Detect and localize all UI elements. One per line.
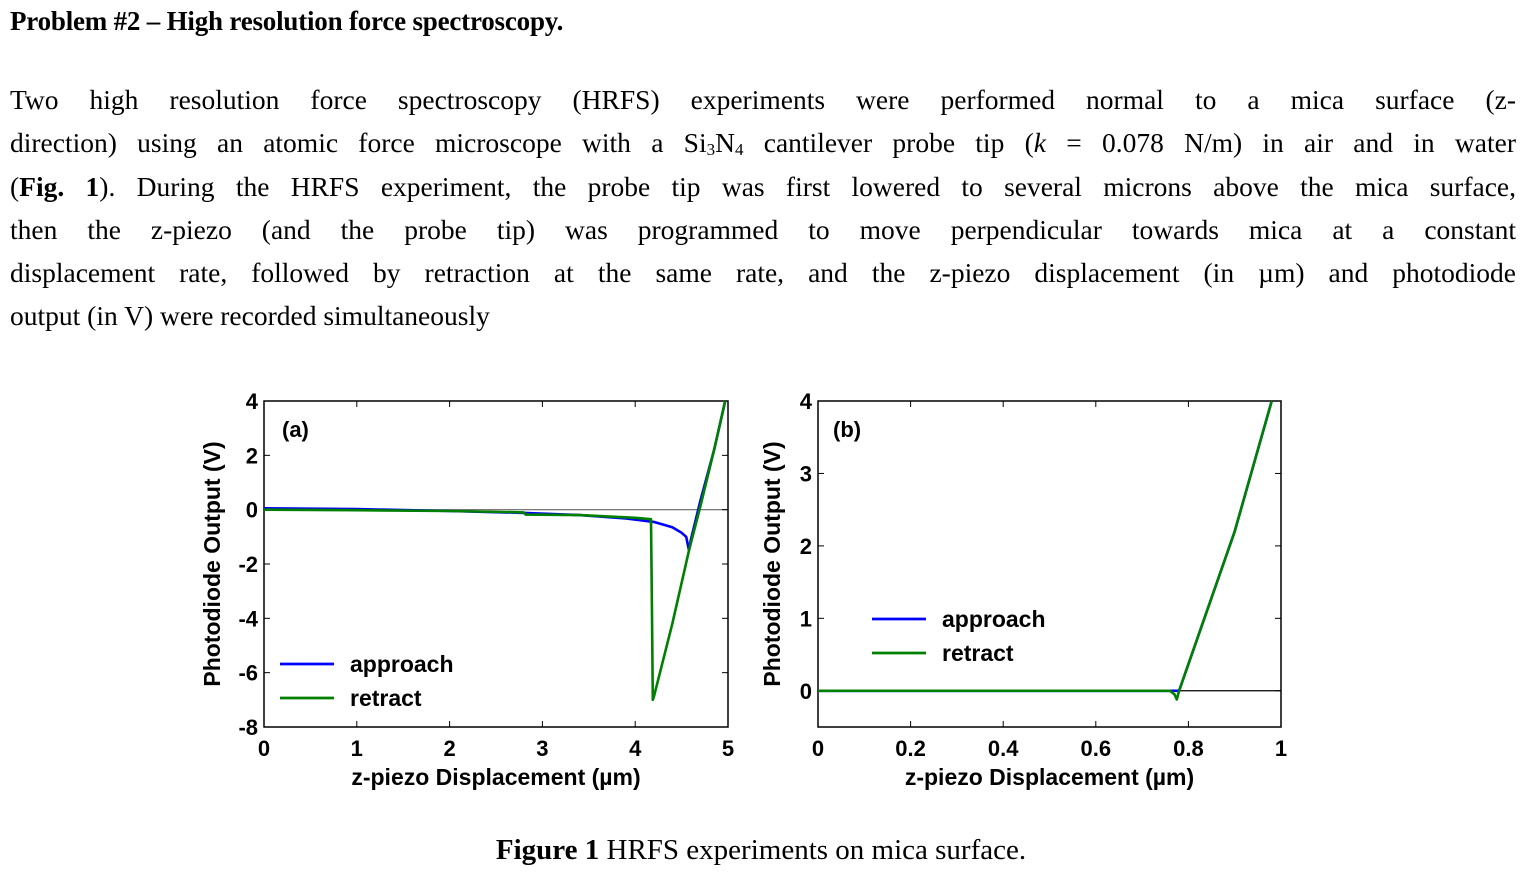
panel-a-chart: 0 1 2 3 4 5 -8 -6 -4 -2 0 2 4 z-piezo Displacement (µ…: [199, 389, 734, 790]
text-run: then the z-piezo (and the probe tip) was…: [10, 213, 1516, 245]
text-run: Two high resolution force spectroscopy (…: [10, 84, 1516, 115]
legend-label-retract: retract: [350, 685, 422, 711]
panel-b-chart: 0 0.2 0.4 0.6 0.8 1 0 1 2 3 4 z-piezo Displacement …: [759, 389, 1287, 790]
panel-label: (a): [282, 417, 309, 442]
y-tick-label: -8: [238, 715, 258, 740]
paragraph-line: (Fig. 1). During the HRFS experiment, th…: [10, 165, 1516, 208]
problem-paragraph: Two high resolution force spectroscopy (…: [10, 78, 1516, 338]
y-tick-label: 4: [800, 389, 813, 414]
subscript: 3: [706, 140, 716, 160]
x-tick-label: 5: [722, 736, 734, 761]
x-tick-label: 0.2: [895, 736, 926, 761]
text-run: N: [715, 127, 735, 159]
y-tick-label: 0: [800, 679, 812, 704]
x-tick-label: 0.6: [1081, 736, 1112, 761]
x-tick-label: 0.8: [1173, 736, 1204, 761]
series-line-retract: [264, 401, 727, 702]
legend-label-approach: approach: [350, 651, 454, 677]
problem-title: Problem #2 – High resolution force spect…: [10, 6, 564, 36]
x-axis-label: z-piezo Displacement (µm): [905, 764, 1194, 790]
x-tick-label: 3: [536, 736, 548, 761]
y-axis-label: Photodiode Output (V): [199, 441, 225, 686]
series-line-approach: [818, 401, 1273, 693]
x-tick-label: 4: [629, 736, 642, 761]
x-tick-label: 1: [1275, 736, 1287, 761]
x-tick-label: 2: [443, 736, 455, 761]
series-line-retract: [818, 401, 1273, 701]
y-tick-label: 2: [800, 534, 812, 559]
legend-label-retract: retract: [942, 640, 1014, 666]
y-tick-label: 3: [800, 461, 812, 486]
paragraph-line: displacement rate, followed by retractio…: [10, 251, 1516, 294]
text-run: (: [10, 170, 20, 202]
x-tick-label: 0: [812, 736, 824, 761]
paragraph-line: direction) using an atomic force microsc…: [10, 121, 1516, 164]
bold-ref: Fig. 1: [19, 170, 100, 202]
paragraph-line: output (in V) were recorded simultaneous…: [10, 294, 1516, 337]
text-run: ). During the HRFS experiment, the probe…: [99, 170, 1516, 202]
panel-label: (b): [833, 417, 861, 442]
text-run: cantilever probe tip (: [743, 127, 1034, 159]
figure-caption: Figure 1 HRFS experiments on mica surfac…: [0, 834, 1522, 867]
y-tick-label: -6: [238, 661, 258, 686]
x-tick-label: 1: [351, 736, 363, 761]
plot-frame: [817, 400, 1282, 728]
subscript: 4: [734, 140, 744, 160]
y-tick-label: 2: [246, 443, 258, 468]
x-axis-label: z-piezo Displacement (µm): [351, 764, 640, 790]
y-tick-label: -4: [238, 606, 258, 631]
text-run: = 0.078 N/m) in air and in water: [1045, 127, 1516, 159]
x-tick-label: 0.4: [988, 736, 1019, 761]
y-tick-label: 1: [800, 606, 812, 631]
paragraph-line: Two high resolution force spectroscopy (…: [10, 78, 1516, 121]
text-run: output (in V) were recorded simultaneous…: [10, 300, 490, 332]
x-tick-label: 0: [258, 736, 270, 761]
caption-text: HRFS experiments on mica surface.: [599, 834, 1027, 866]
paragraph-line: then the z-piezo (and the probe tip) was…: [10, 208, 1516, 251]
y-tick-label: -2: [238, 552, 258, 577]
text-run: direction) using an atomic force microsc…: [10, 127, 707, 159]
y-axis-label: Photodiode Output (V): [759, 441, 785, 686]
legend-label-approach: approach: [942, 606, 1046, 632]
y-tick-label: 4: [246, 389, 259, 414]
y-tick-label: 0: [246, 498, 258, 523]
italic-symbol: k: [1033, 127, 1046, 159]
series-line-approach: [264, 401, 727, 552]
caption-label: Figure 1: [495, 834, 600, 866]
text-run: displacement rate, followed by retractio…: [10, 257, 1516, 289]
